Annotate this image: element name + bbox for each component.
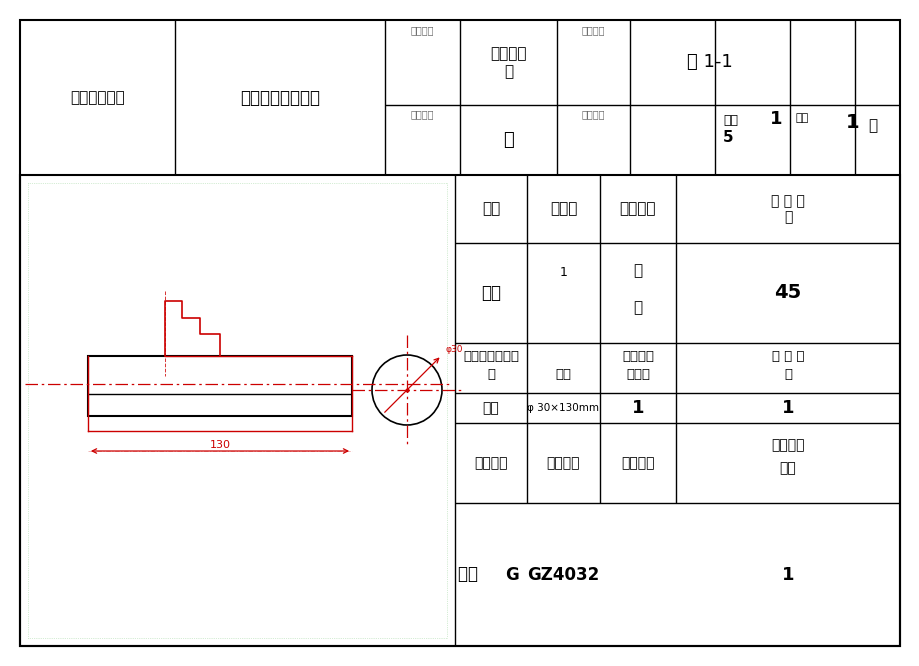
Text: 数: 数 [783,368,791,382]
Text: 零件图号: 零件图号 [581,25,605,35]
Text: 设备名称: 设备名称 [473,456,507,470]
Text: 同时加工: 同时加工 [770,438,804,452]
Text: 45: 45 [774,284,800,302]
Text: 类: 类 [486,368,494,382]
Text: 零件名称: 零件名称 [581,109,605,119]
Text: 材 料 牌
号: 材 料 牌 号 [770,194,804,224]
Text: 产品名称: 产品名称 [410,109,434,119]
Text: 轴共: 轴共 [722,115,737,127]
Text: 页第: 页第 [795,113,809,123]
Text: 设备编号: 设备编号 [620,456,654,470]
Text: 机械加工工序卡片: 机械加工工序卡片 [240,89,320,107]
Text: 每 台 件: 每 台 件 [771,350,803,364]
Text: 下: 下 [633,264,641,278]
Text: 湖南工业大学: 湖南工业大学 [70,90,125,105]
Text: 工序名称: 工序名称 [619,202,655,216]
Text: 5: 5 [722,129,732,145]
Text: 页: 页 [868,119,877,133]
Text: 单件中批
量: 单件中批 量 [490,47,527,79]
Bar [88,356,352,416]
Text: 1: 1 [781,399,793,417]
Text: 车间: 车间 [482,202,500,216]
Text: 锯床: 锯床 [458,565,482,583]
Text: 金工: 金工 [481,284,501,302]
Text: 1: 1 [631,399,643,417]
Text: 生产类型: 生产类型 [410,25,434,35]
Text: 1: 1 [559,266,567,280]
Text: 1: 1 [769,110,781,128]
Text: 图 1-1: 图 1-1 [686,53,732,71]
Text: 设备型号: 设备型号 [546,456,580,470]
Text: 件数: 件数 [778,461,796,475]
Text: 料: 料 [633,300,641,316]
Text: 1: 1 [781,565,793,583]
Text: 轴: 轴 [503,131,514,149]
Text: G: G [505,565,518,583]
Text: 工序号: 工序号 [550,202,576,216]
Text: 制件数: 制件数 [625,368,650,382]
Text: 尺寸: 尺寸 [555,368,571,382]
Text: 每毛坯可: 每毛坯可 [621,350,653,364]
Text: 锻件: 锻件 [482,401,499,415]
Text: 130: 130 [210,440,231,450]
Text: GZ4032: GZ4032 [527,565,599,583]
Text: 毛坯种毛坯外形: 毛坯种毛坯外形 [462,350,518,364]
Text: φ 30×130mm: φ 30×130mm [527,403,599,413]
Bar [20,175,899,646]
Text: 1: 1 [845,113,859,131]
Text: φ30: φ30 [445,345,462,354]
